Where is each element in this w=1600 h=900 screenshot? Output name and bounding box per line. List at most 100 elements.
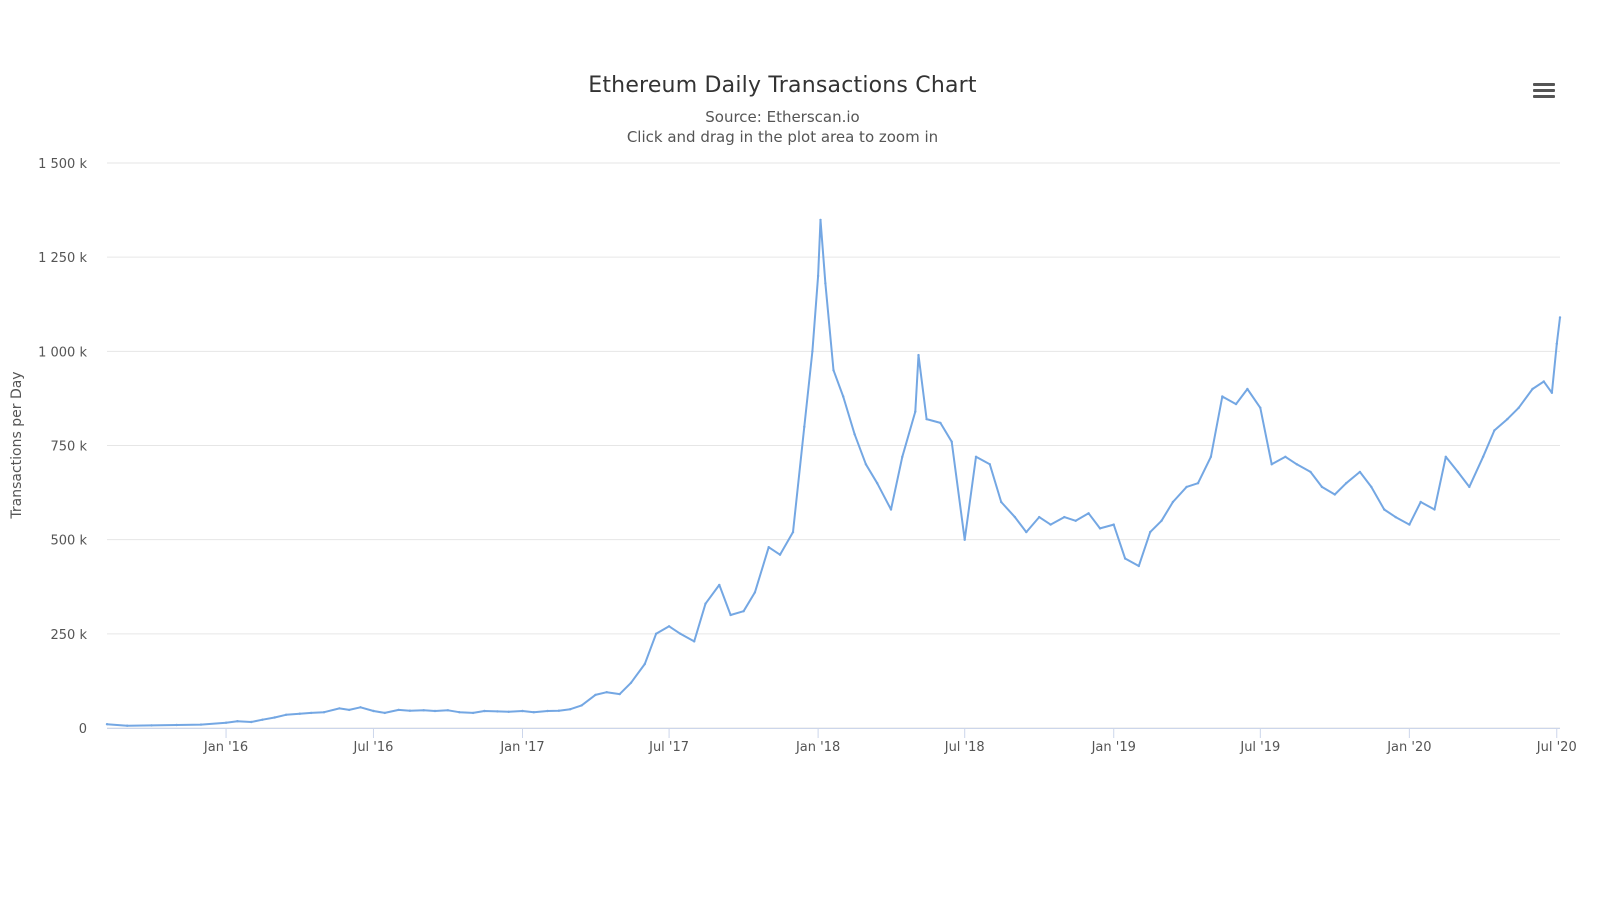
- data-point: [236, 720, 239, 723]
- data-point: [767, 546, 770, 549]
- data-point: [704, 602, 707, 605]
- data-point: [819, 218, 822, 222]
- data-point: [1196, 482, 1200, 485]
- x-tick-label: Jan '16: [203, 740, 248, 755]
- data-point: [1333, 493, 1337, 496]
- data-point: [791, 530, 795, 534]
- data-point: [422, 709, 425, 712]
- data-point: [950, 440, 953, 443]
- data-point: [1468, 485, 1471, 489]
- y-axis-title: Transactions per Day: [9, 371, 25, 519]
- data-point: [397, 708, 400, 712]
- x-tick-label: Jan '17: [499, 740, 544, 755]
- data-point: [917, 353, 920, 357]
- data-point: [803, 425, 806, 428]
- data-point: [199, 723, 203, 726]
- data-point: [507, 710, 510, 713]
- data-point: [1444, 455, 1448, 458]
- gridlines: [107, 162, 1560, 729]
- data-point: [643, 662, 646, 666]
- data-point: [1074, 519, 1077, 522]
- data-point: [1259, 406, 1262, 409]
- x-tick-label: Jul '20: [1536, 740, 1577, 755]
- y-tick-label: 250 k: [51, 628, 88, 643]
- data-point: [842, 395, 845, 398]
- data-point: [925, 417, 928, 421]
- data-point: [1112, 523, 1115, 526]
- data-point: [1221, 395, 1224, 398]
- data-point: [629, 681, 633, 684]
- x-tick-label: Jul '18: [944, 740, 985, 755]
- data-point: [1408, 523, 1411, 526]
- data-point: [876, 482, 879, 485]
- data-point: [963, 538, 966, 541]
- data-point: [1013, 515, 1017, 519]
- data-point: [901, 455, 904, 458]
- data-point: [1137, 564, 1141, 568]
- data-point: [889, 508, 893, 511]
- data-point: [1049, 523, 1052, 526]
- data-point: [1209, 455, 1213, 458]
- data-point: [383, 711, 386, 715]
- data-point: [105, 723, 109, 726]
- data-point: [546, 709, 549, 713]
- menu-bar: [1533, 83, 1555, 86]
- data-point: [1185, 485, 1188, 489]
- hamburger-menu-icon[interactable]: [1530, 80, 1558, 104]
- data-point: [458, 711, 461, 714]
- data-point: [1394, 515, 1397, 519]
- data-point: [261, 718, 264, 721]
- data-point: [1284, 455, 1287, 458]
- data-point: [654, 632, 658, 635]
- series-line: [106, 218, 1561, 727]
- chart-title: Ethereum Daily Transactions Chart: [588, 73, 977, 98]
- data-point: [778, 553, 782, 556]
- series-group: [105, 218, 1562, 727]
- data-point: [1506, 417, 1509, 421]
- data-point: [1456, 470, 1460, 474]
- y-tick-label: 0: [79, 722, 87, 737]
- data-point: [250, 720, 253, 724]
- data-point: [483, 709, 486, 713]
- data-point: [1098, 527, 1102, 530]
- data-point: [580, 704, 583, 707]
- data-point: [939, 421, 942, 425]
- data-point: [1370, 485, 1373, 489]
- x-tick-label: Jan '19: [1091, 740, 1136, 755]
- data-point: [832, 369, 835, 372]
- data-point: [1063, 515, 1066, 519]
- data-point: [1000, 500, 1003, 504]
- data-point: [1383, 508, 1386, 511]
- data-point: [224, 721, 228, 724]
- data-point: [284, 713, 288, 716]
- data-point: [853, 433, 856, 436]
- data-point: [1025, 530, 1028, 534]
- data-point: [338, 707, 341, 710]
- data-point: [1270, 463, 1273, 466]
- data-point: [974, 455, 978, 458]
- data-point: [298, 712, 301, 715]
- y-tick-label: 750 k: [51, 440, 88, 455]
- data-point: [679, 632, 682, 635]
- data-point: [1295, 463, 1299, 466]
- data-point: [471, 711, 475, 715]
- data-point: [824, 282, 827, 285]
- data-point: [1160, 519, 1163, 522]
- data-point: [359, 706, 362, 709]
- x-tick-label: Jan '20: [1386, 740, 1431, 755]
- data-point: [811, 350, 814, 353]
- data-point: [605, 691, 608, 694]
- data-point: [1358, 470, 1362, 474]
- data-point: [496, 710, 499, 713]
- y-tick-label: 1 500 k: [38, 157, 87, 172]
- data-point: [1087, 512, 1090, 515]
- x-tick-label: Jul '19: [1239, 740, 1280, 755]
- data-point: [557, 709, 561, 712]
- menu-bar: [1533, 95, 1555, 98]
- y-axis: 0 250 k 500 k 750 k 1 000 k 1 250 k 1 500 k: [38, 157, 87, 737]
- data-point: [1246, 387, 1249, 391]
- y-tick-label: 500 k: [51, 534, 88, 549]
- data-point: [1149, 530, 1152, 534]
- data-point: [718, 583, 721, 587]
